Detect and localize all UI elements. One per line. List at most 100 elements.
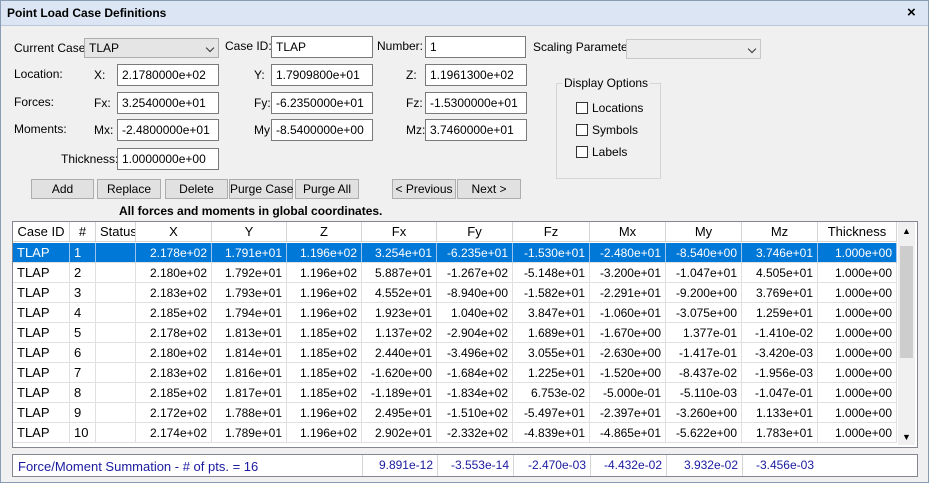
table-cell[interactable]: TLAP [13,343,70,363]
table-cell[interactable]: 3.847e+01 [513,303,590,323]
current-case-combo[interactable]: TLAP [84,38,219,58]
table-cell[interactable]: -1.670e+00 [590,323,666,343]
table-cell[interactable]: 3.055e+01 [513,343,590,363]
table-cell[interactable]: 4.505e+01 [742,263,818,283]
table-cell[interactable]: 2.174e+02 [136,423,212,443]
table-cell[interactable]: 1.196e+02 [287,423,362,443]
table-cell[interactable]: 1.793e+01 [212,283,287,303]
table-cell[interactable]: 1.196e+02 [287,263,362,283]
table-cell[interactable]: -1.956e-03 [742,363,818,383]
table-cell[interactable]: 1.133e+01 [742,403,818,423]
table-cell[interactable]: -3.075e+00 [666,303,742,323]
table-cell[interactable]: -1.582e+01 [513,283,590,303]
table-cell[interactable]: 1.813e+01 [212,323,287,343]
table-cell[interactable]: 8 [70,383,96,403]
field-input[interactable]: 2.1780000e+02 [117,64,219,86]
table-cell[interactable]: -5.622e+00 [666,423,742,443]
column-header[interactable]: Fx [362,222,437,242]
table-cell[interactable]: 3.254e+01 [362,243,437,263]
table-cell[interactable]: 2.178e+02 [136,323,212,343]
table-cell[interactable]: 2.185e+02 [136,383,212,403]
column-header[interactable]: My [666,222,742,242]
scroll-thumb[interactable] [900,246,913,358]
table-cell[interactable]: 2.495e+01 [362,403,437,423]
table-cell[interactable]: 2.185e+02 [136,303,212,323]
table-cell[interactable]: -2.904e+02 [437,323,513,343]
table-cell[interactable]: -1.834e+02 [437,383,513,403]
table-cell[interactable] [96,283,136,303]
field-input[interactable]: -8.5400000e+00 [271,119,373,141]
table-cell[interactable]: 2.183e+02 [136,363,212,383]
table-cell[interactable]: 1.000e+00 [818,303,897,323]
table-cell[interactable]: 3.769e+01 [742,283,818,303]
table-cell[interactable] [96,323,136,343]
table-cell[interactable]: -2.630e+00 [590,343,666,363]
case-id-input[interactable]: TLAP [271,36,373,58]
table-cell[interactable]: 1.000e+00 [818,283,897,303]
table-cell[interactable]: -2.480e+01 [590,243,666,263]
table-cell[interactable]: -3.496e+02 [437,343,513,363]
field-input[interactable]: -1.5300000e+01 [425,92,527,114]
table-cell[interactable]: 1.791e+01 [212,243,287,263]
field-input[interactable]: 1.7909800e+01 [271,64,373,86]
field-input[interactable]: 3.7460000e+01 [425,119,527,141]
column-header[interactable]: # [70,222,96,242]
table-cell[interactable]: 2.440e+01 [362,343,437,363]
table-cell[interactable]: -5.000e-01 [590,383,666,403]
table-cell[interactable]: 7 [70,363,96,383]
table-cell[interactable]: 2.902e+01 [362,423,437,443]
table-cell[interactable]: 1.817e+01 [212,383,287,403]
column-header[interactable]: Fy [437,222,513,242]
number-input[interactable]: 1 [425,36,526,58]
table-cell[interactable]: 1.000e+00 [818,263,897,283]
table-cell[interactable] [96,243,136,263]
button[interactable]: Replace [97,179,161,199]
field-input[interactable]: 1.1961300e+02 [425,64,527,86]
table-cell[interactable]: TLAP [13,363,70,383]
scaling-combo[interactable] [626,39,761,59]
table-cell[interactable]: 1.789e+01 [212,423,287,443]
table-cell[interactable]: -1.520e+00 [590,363,666,383]
table-cell[interactable]: 2.183e+02 [136,283,212,303]
table-cell[interactable]: TLAP [13,303,70,323]
table-cell[interactable]: -5.110e-03 [666,383,742,403]
scroll-up[interactable]: ▲ [902,226,911,236]
table-cell[interactable]: -2.291e+01 [590,283,666,303]
table-cell[interactable]: -8.940e+00 [437,283,513,303]
table-cell[interactable]: 1.000e+00 [818,403,897,423]
table-cell[interactable]: 3.746e+01 [742,243,818,263]
table-cell[interactable]: -1.620e+00 [362,363,437,383]
table-cell[interactable]: 1.000e+00 [818,323,897,343]
table-cell[interactable]: 1.000e+00 [818,423,897,443]
table-cell[interactable]: 1.196e+02 [287,403,362,423]
table-cell[interactable]: 1.185e+02 [287,343,362,363]
table-cell[interactable]: 6.753e-02 [513,383,590,403]
table-cell[interactable]: 1.000e+00 [818,383,897,403]
table-cell[interactable]: 5.887e+01 [362,263,437,283]
table-cell[interactable]: TLAP [13,243,70,263]
column-header[interactable]: Z [287,222,362,242]
table-cell[interactable]: 1.196e+02 [287,283,362,303]
checkbox[interactable] [576,102,588,114]
table-cell[interactable]: -1.267e+02 [437,263,513,283]
field-input[interactable]: -2.4800000e+01 [117,119,219,141]
table-cell[interactable]: 1 [70,243,96,263]
table-cell[interactable] [96,303,136,323]
column-header[interactable]: Thickness [818,222,897,242]
table-cell[interactable]: 2.172e+02 [136,403,212,423]
table-cell[interactable]: TLAP [13,383,70,403]
column-header[interactable]: Mz [742,222,818,242]
table-cell[interactable]: 2.180e+02 [136,263,212,283]
table-cell[interactable]: -5.497e+01 [513,403,590,423]
field-input[interactable]: -6.2350000e+01 [271,92,373,114]
table-cell[interactable]: -4.865e+01 [590,423,666,443]
table-cell[interactable]: -6.235e+01 [437,243,513,263]
table-cell[interactable]: 1.923e+01 [362,303,437,323]
column-header[interactable]: X [136,222,212,242]
table-cell[interactable]: TLAP [13,323,70,343]
table-cell[interactable]: 1.792e+01 [212,263,287,283]
table-cell[interactable] [96,363,136,383]
table-cell[interactable]: 2.178e+02 [136,243,212,263]
column-header[interactable]: Fz [513,222,590,242]
table-cell[interactable]: 3 [70,283,96,303]
